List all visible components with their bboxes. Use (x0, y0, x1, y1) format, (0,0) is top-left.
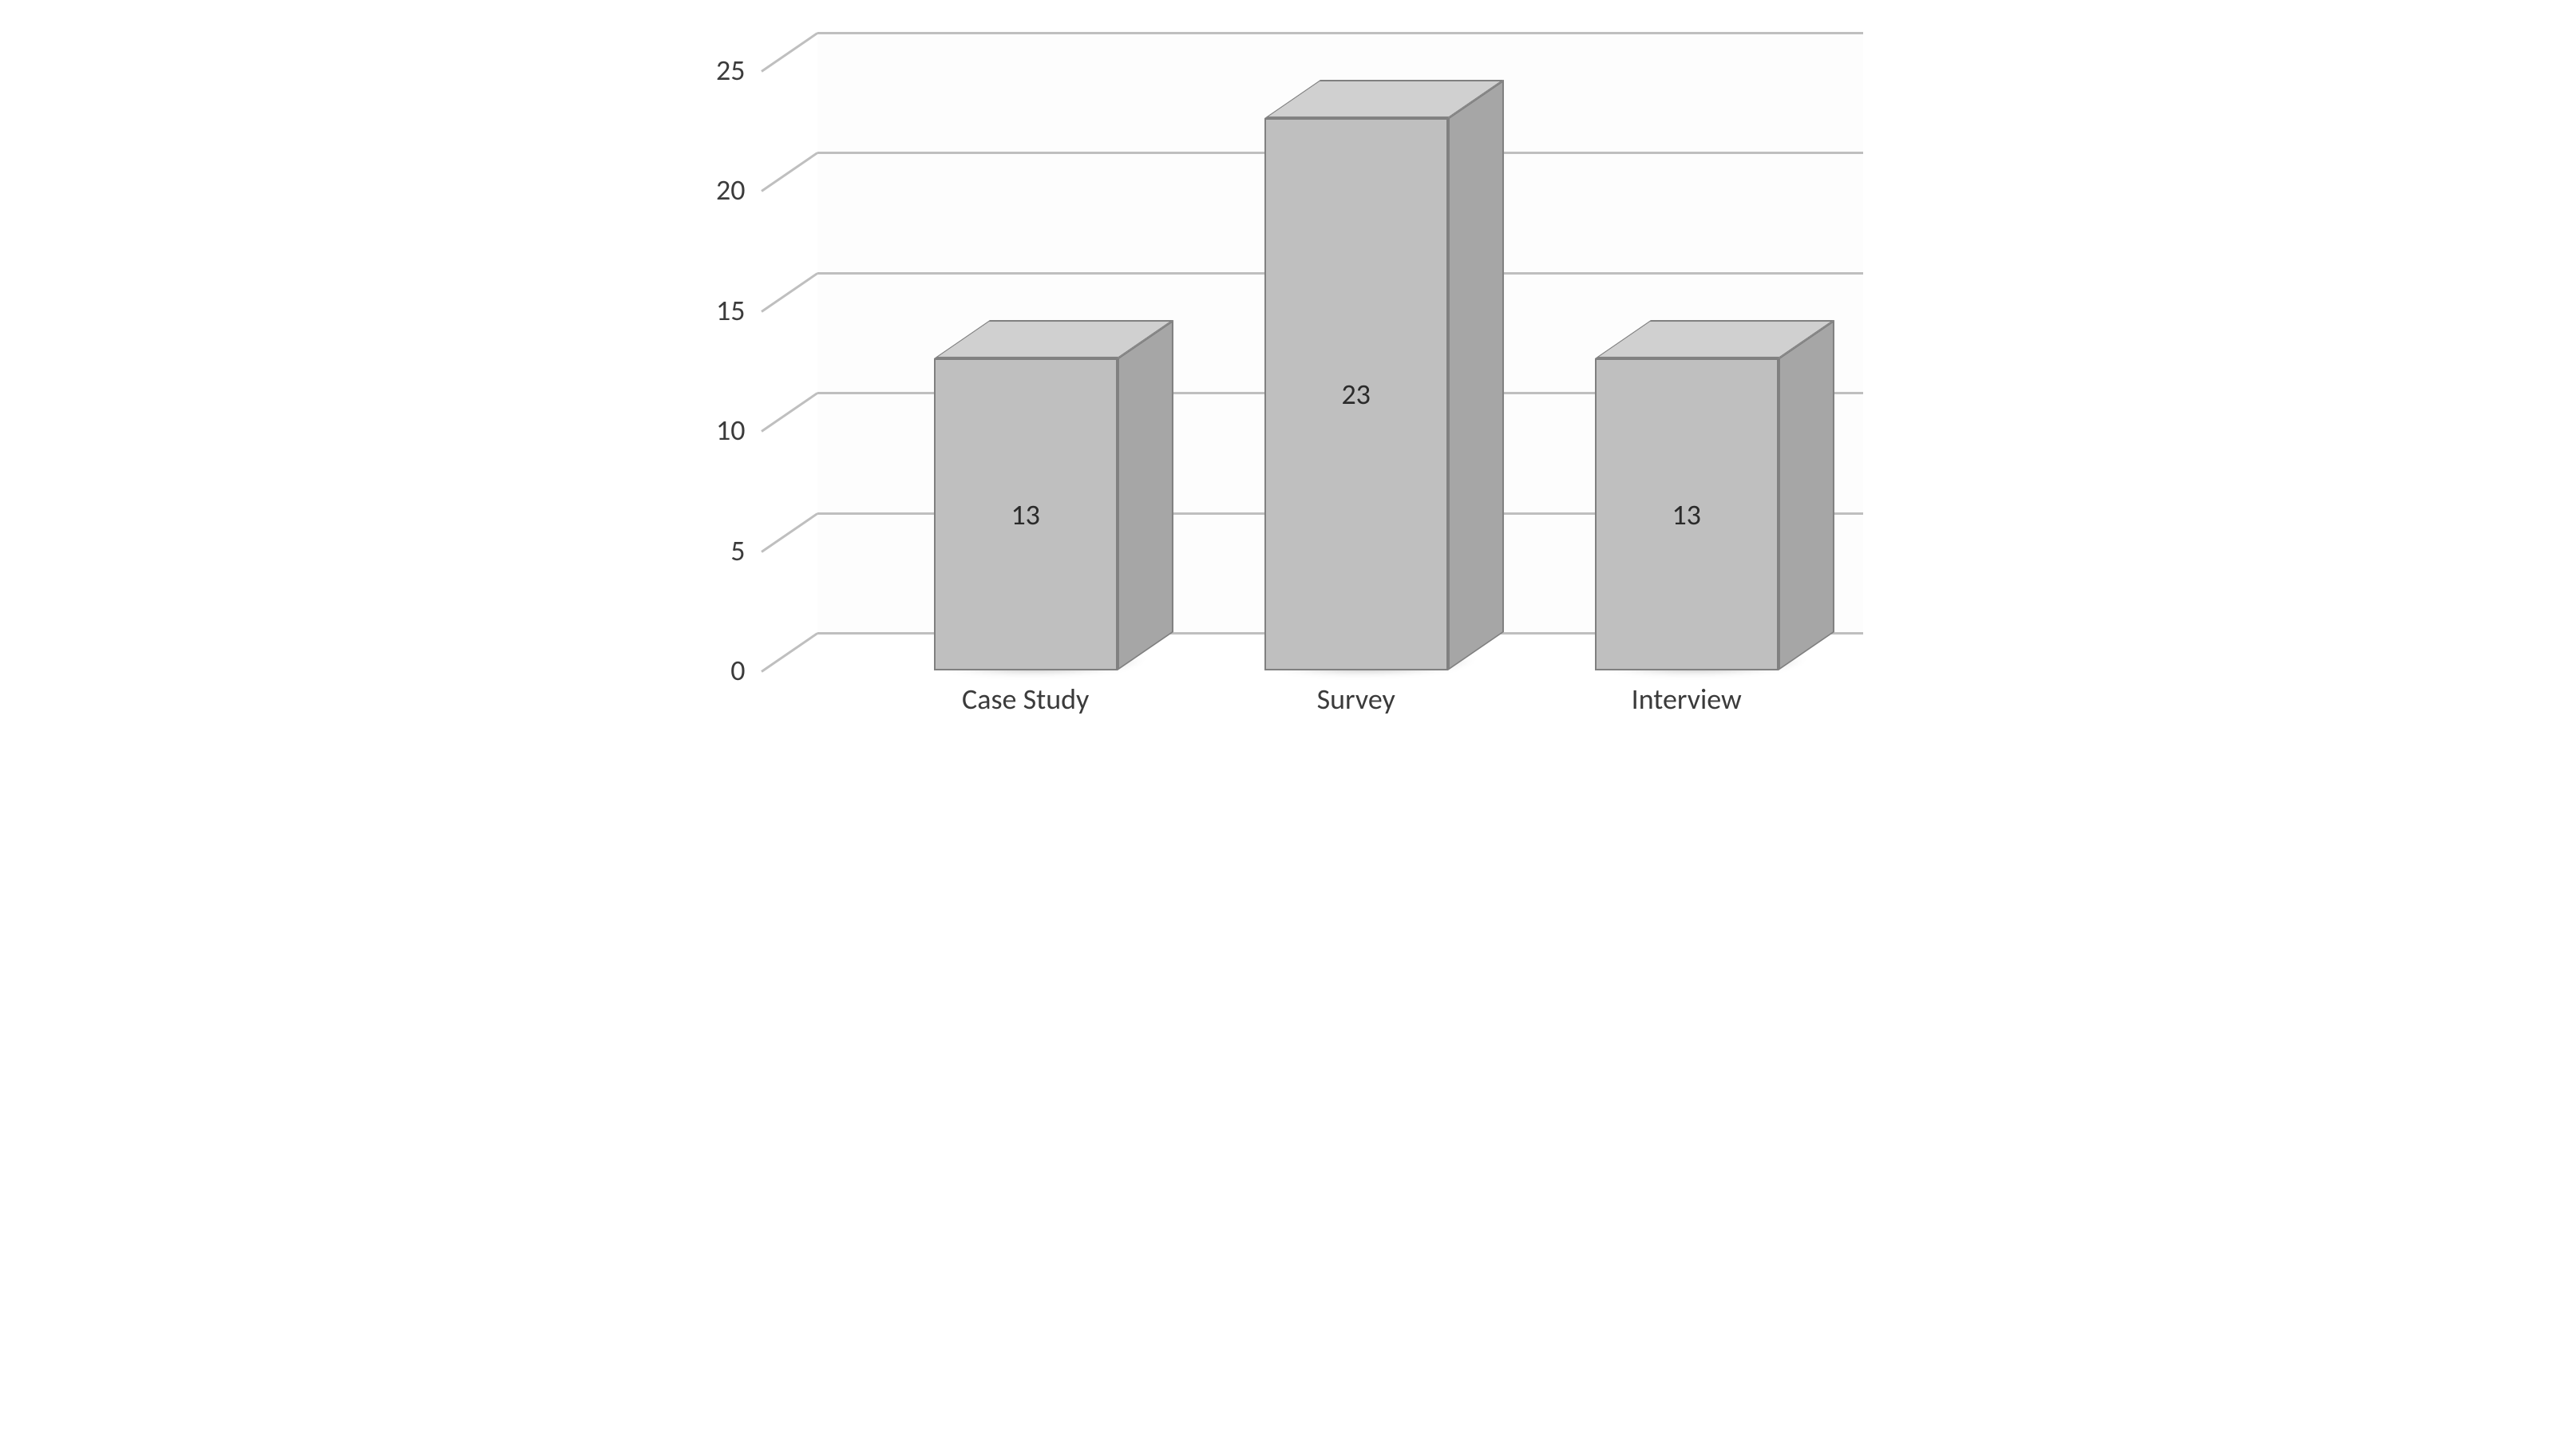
y-tick-label: 25 (698, 53, 746, 88)
gridline-diag (761, 512, 818, 552)
x-tick-label: Interview (1632, 682, 1742, 717)
bar-value-label: 13 (1595, 497, 1779, 532)
bar-side-face (1448, 80, 1504, 670)
y-tick-label: 15 (698, 293, 746, 328)
y-tick-label: 0 (698, 653, 746, 688)
bar-survey: 23 (1264, 118, 1448, 670)
bar-side-face (1779, 320, 1834, 670)
bar-value-label: 23 (1264, 377, 1448, 412)
x-tick-label: Survey (1317, 682, 1395, 717)
bar-interview: 13 (1595, 358, 1779, 670)
x-tick-label: Case Study (962, 682, 1089, 717)
y-tick-label: 5 (698, 533, 746, 568)
plot-area: 13 23 13 Case Study Survey Interview (762, 32, 1863, 670)
bar-side-face (1118, 320, 1173, 670)
gridline-diag (761, 392, 818, 432)
y-tick-label: 20 (698, 172, 746, 208)
gridline-diag (761, 272, 818, 312)
bar-value-label: 13 (934, 497, 1118, 532)
gridline-diag (761, 152, 818, 192)
gridline-diag (761, 32, 818, 72)
bar-chart-3d: 25 20 15 10 5 0 13 23 (698, 16, 1879, 734)
y-tick-label: 10 (698, 413, 746, 448)
bar-case-study: 13 (934, 358, 1118, 670)
gridline-back (817, 32, 1863, 34)
